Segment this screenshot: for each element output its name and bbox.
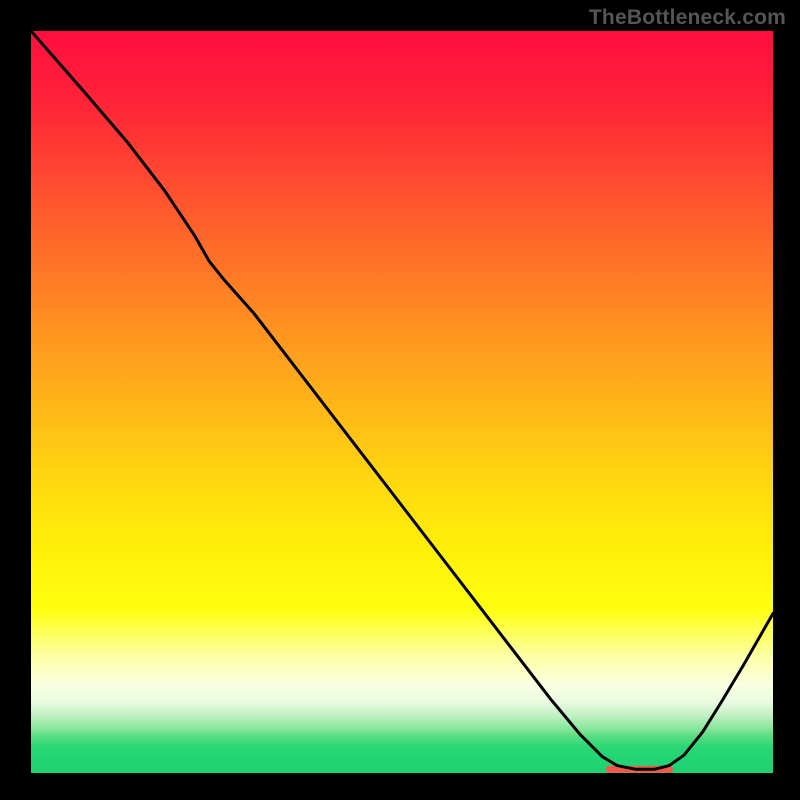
- gradient-background: [31, 31, 773, 773]
- plot-area: [31, 31, 773, 773]
- watermark-text: TheBottleneck.com: [589, 6, 786, 30]
- bottleneck-chart: [0, 0, 800, 800]
